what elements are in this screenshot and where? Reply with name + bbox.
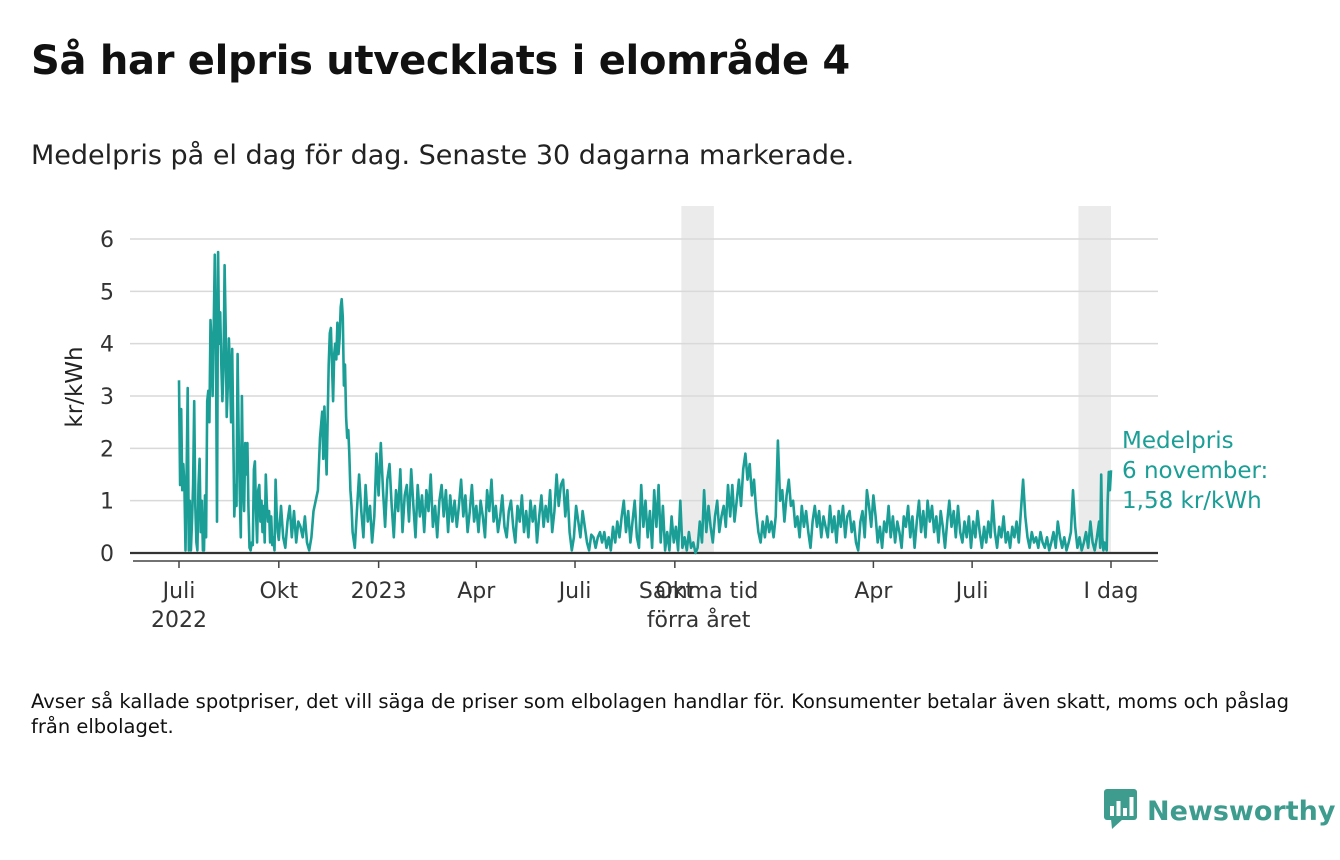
y-tick-label-6: 6	[100, 228, 114, 253]
y-tick-label-2: 2	[100, 437, 114, 462]
x-tick-label: 2023	[351, 579, 407, 604]
brand-logo[interactable]: Newsworthy	[1103, 788, 1335, 834]
series-line-medelpris	[177, 250, 1113, 555]
latest-price-annotation: Medelpris 6 november: 1,58 kr/kWh	[1122, 428, 1268, 514]
footnote: Avser så kallade spotpriser, det vill sä…	[31, 690, 1290, 738]
page-title: Så har elpris utvecklats i elområde 4	[31, 38, 850, 84]
y-tick-label-4: 4	[100, 333, 114, 358]
grid-lines	[130, 238, 1158, 555]
x-tick-label: Juli	[161, 579, 196, 604]
highlight-band-1	[1078, 206, 1111, 553]
annotation-line-1: Medelpris	[1122, 428, 1234, 454]
x-tick-label: Okt	[259, 579, 298, 604]
brand-name: Newsworthy	[1147, 795, 1336, 827]
highlight-label: Samma tid	[639, 579, 759, 604]
x-tick-label: Apr	[854, 579, 893, 604]
x-tick-label: Juli	[954, 579, 989, 604]
y-tick-label-5: 5	[100, 280, 114, 305]
highlight-label-2: förra året	[647, 607, 751, 633]
x-axis: Juli 2022 Okt 2023 Apr Juli Okt Apr Juli I dag Sam…	[133, 560, 1158, 633]
y-tick-label-3: 3	[100, 385, 114, 410]
annotation-line-2: 6 november:	[1122, 458, 1268, 484]
x-tick-label-year: 2022	[151, 608, 207, 633]
x-tick-label: Okt	[655, 579, 694, 604]
price-line-chart: 0 1 2 3 4 5 6 kr/kWh Juli 2022 Okt 2023 Apr Juli Okt…	[62, 206, 1268, 633]
highlight-band-0	[681, 206, 714, 553]
y-tick-label-0: 0	[100, 542, 114, 567]
x-tick-label: Apr	[457, 579, 496, 604]
y-axis-label: kr/kWh	[62, 346, 88, 427]
x-tick-label: Juli	[557, 579, 592, 604]
x-tick-label: I dag	[1084, 579, 1139, 604]
highlight-bands	[681, 206, 1111, 553]
newsworthy-logo-icon	[1103, 788, 1139, 834]
y-axis: 0 1 2 3 4 5 6	[100, 228, 114, 567]
y-tick-label-1: 1	[100, 490, 114, 515]
page-subtitle: Medelpris på el dag för dag. Senaste 30 …	[31, 140, 855, 171]
annotation-line-3: 1,58 kr/kWh	[1122, 488, 1262, 514]
